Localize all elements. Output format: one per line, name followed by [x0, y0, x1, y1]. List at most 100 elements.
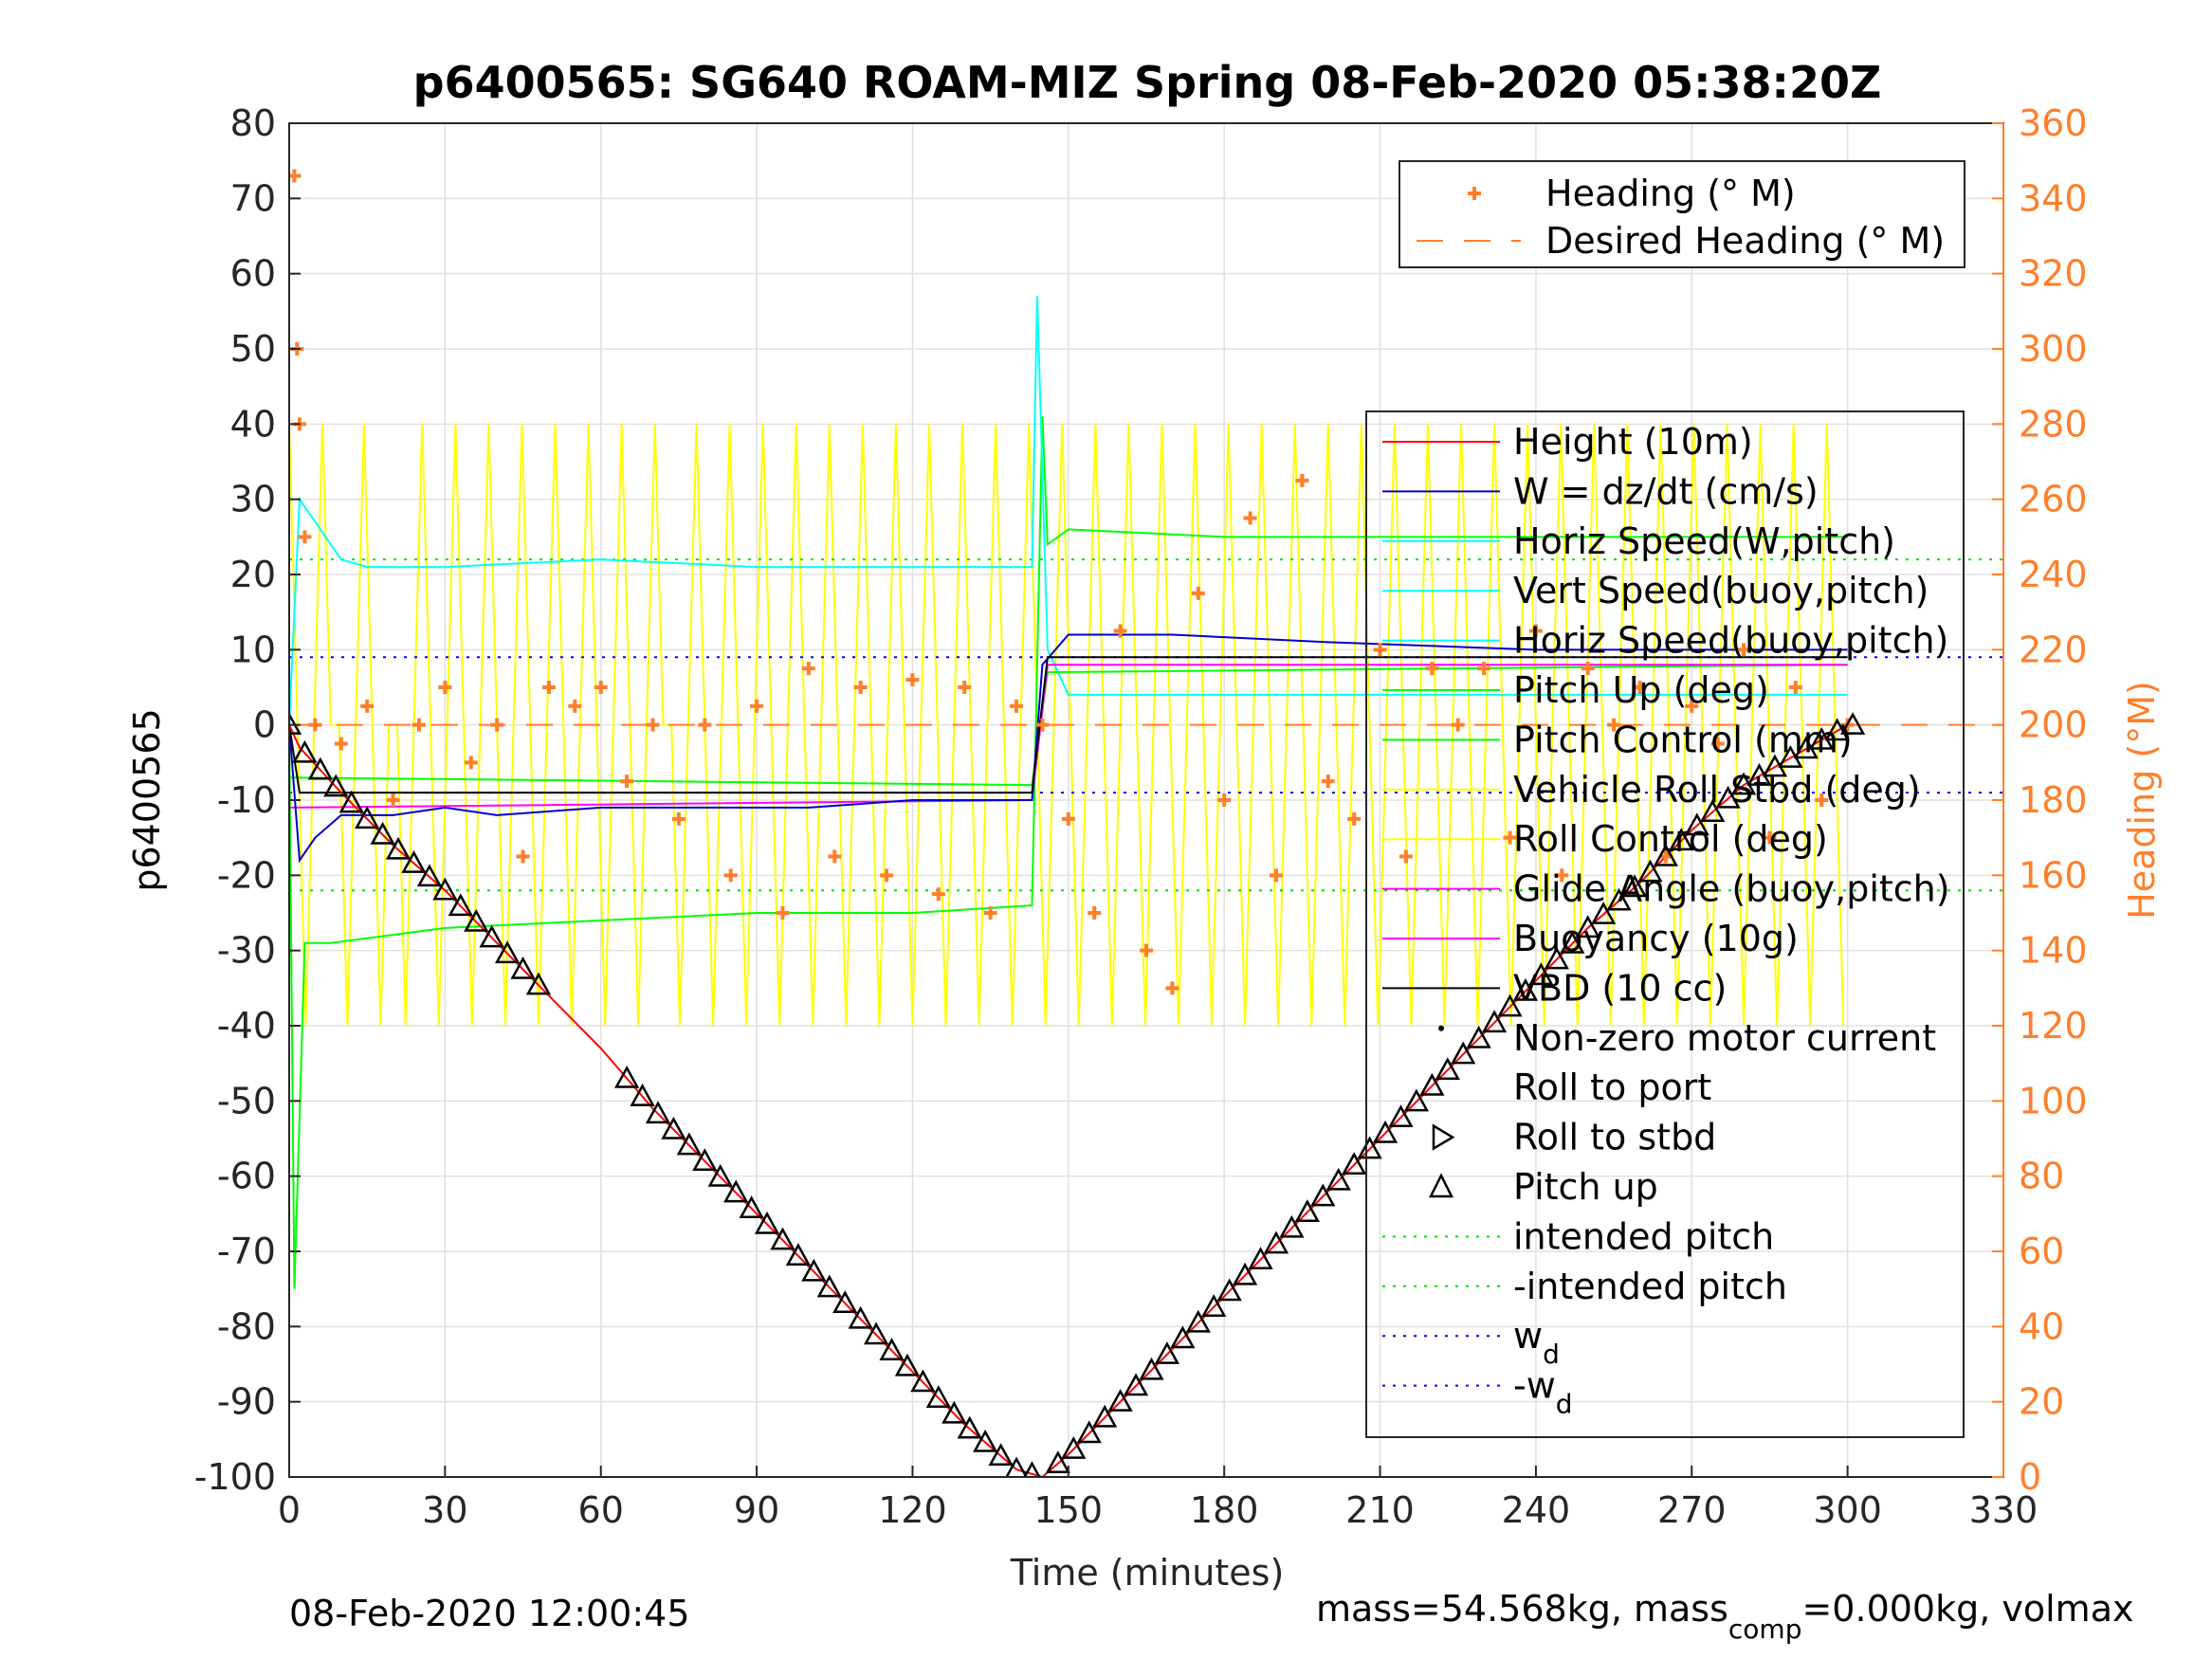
legend-pitch-up-symbol [1428, 1173, 1454, 1198]
x-tick-label: 30 [422, 1489, 467, 1531]
heading-point [1191, 586, 1205, 600]
y-tick-label: 50 [230, 328, 276, 370]
footer-mass-suffix: =0.000kg, volmax [1801, 1588, 2133, 1630]
heading-point [1165, 981, 1179, 995]
y-right-tick-label: 80 [2019, 1156, 2064, 1197]
horiz-speed-series [289, 296, 1848, 725]
heading-point [1295, 473, 1309, 487]
pitch-up-marker [1310, 1183, 1336, 1207]
heading-point [880, 868, 894, 883]
y-right-tick-label: 340 [2019, 177, 2088, 219]
pitch-up-marker [1076, 1420, 1102, 1444]
heading-point [828, 849, 842, 864]
heading-point [1425, 662, 1439, 676]
heading-point [308, 718, 322, 732]
y-right-tick-label: 120 [2019, 1005, 2088, 1047]
heading-point [1607, 718, 1621, 732]
heading-point [723, 868, 738, 883]
pitch-up-marker [1512, 977, 1539, 1001]
heading-point [853, 681, 868, 694]
heading-point [541, 681, 556, 694]
pitch-up-marker [1092, 1404, 1118, 1428]
heading-point [1710, 737, 1725, 751]
x-tick-label: 240 [1502, 1489, 1571, 1531]
y-tick-label: -50 [217, 1080, 276, 1121]
pitch-up-marker [692, 1148, 718, 1172]
legend-main-label: -intended pitch [1513, 1266, 1787, 1307]
pitch-up-marker [323, 774, 349, 797]
pitch-up-marker [1005, 1456, 1028, 1477]
pitch-up-marker [723, 1179, 749, 1203]
y-tick-label: -80 [217, 1305, 276, 1347]
heading-point [646, 718, 660, 732]
y-tick-label: -100 [194, 1456, 276, 1498]
pitch-up-marker [1232, 1262, 1258, 1285]
heading-point [1477, 662, 1491, 676]
legend-top-label: Desired Heading (° M) [1545, 220, 1945, 262]
pitch-up-marker [385, 836, 411, 860]
pitch-up-marker [1279, 1214, 1305, 1238]
pitch-up-marker [1342, 1152, 1367, 1176]
pitch-up-marker [676, 1132, 702, 1156]
pitch-up-marker [707, 1163, 733, 1187]
pitch-up-marker [1621, 874, 1648, 898]
pitch-up-marker [973, 1429, 998, 1452]
pitch-up-marker [1023, 1461, 1041, 1477]
heading-point [905, 673, 920, 687]
heading-point [1035, 718, 1050, 732]
y-tick-label: -10 [217, 779, 276, 821]
legend-top-label: Heading (° M) [1545, 173, 1796, 214]
heading-point [1815, 793, 1829, 807]
footer-mass-prefix: mass=54.568kg, mass [1316, 1588, 1728, 1630]
heading-point [1347, 811, 1362, 826]
y-tick-label: 70 [230, 177, 276, 219]
pitch-up-marker [525, 972, 552, 995]
heading-point [1010, 699, 1024, 713]
pitch-up-marker [1435, 1057, 1460, 1081]
y-right-tick-label: 0 [2019, 1456, 2041, 1498]
legend-main-label: Glide Angle (buoy,pitch) [1513, 868, 1950, 910]
pitch-up-marker [1123, 1373, 1149, 1396]
heading-point [1243, 511, 1257, 525]
vbd-series [289, 656, 1848, 794]
pitch-up-marker [630, 1083, 655, 1106]
x-tick-label: 270 [1657, 1489, 1727, 1531]
y-tick-label: -40 [217, 1005, 276, 1047]
legend-roll-stbd-symbol [1432, 1123, 1455, 1151]
pitch-up-marker [1263, 1231, 1289, 1254]
y-right-tick-label: 180 [2019, 779, 2088, 821]
pitch-up-marker [1700, 799, 1726, 822]
heading-point [1788, 681, 1802, 694]
pitch-up-marker [370, 821, 395, 845]
y-tick-label: -70 [217, 1231, 276, 1272]
legend-main-label: Vert Speed(buoy,pitch) [1513, 570, 1929, 611]
pitch-up-marker [614, 1065, 640, 1088]
y-right-tick-label: 60 [2019, 1231, 2064, 1272]
heading-point [1088, 906, 1102, 920]
pitch-up-marker [848, 1305, 873, 1329]
pitch-up-marker [1139, 1357, 1164, 1380]
heading-point [1763, 830, 1777, 845]
pitch-up-marker [1107, 1389, 1133, 1412]
y-axis-label: p6400565 [126, 708, 168, 891]
w-series [289, 633, 1848, 864]
x-tick-label: 210 [1345, 1489, 1415, 1531]
y-right-tick-label: 280 [2019, 403, 2088, 445]
legend-main-label: Horiz Speed(W,pitch) [1513, 520, 1895, 562]
x-tick-label: 90 [734, 1489, 779, 1531]
footer-mass: mass=54.568kg, masscomp=0.000kg, volmax [1316, 1588, 2133, 1645]
y-right-tick-label: 20 [2019, 1381, 2064, 1423]
legend-dot-symbol [1438, 1025, 1444, 1031]
heading-point [1685, 699, 1699, 713]
heading-point [594, 681, 608, 694]
pitch-up-marker [510, 956, 536, 979]
heading-point [1633, 681, 1647, 694]
pitch-up-marker [1372, 1120, 1398, 1143]
x-tick-label: 180 [1190, 1489, 1259, 1531]
heading-point [620, 775, 634, 789]
heading-point [298, 530, 312, 544]
pitch-up-marker [816, 1274, 842, 1298]
grid [288, 122, 2004, 1478]
pitch-up-marker [355, 806, 380, 830]
